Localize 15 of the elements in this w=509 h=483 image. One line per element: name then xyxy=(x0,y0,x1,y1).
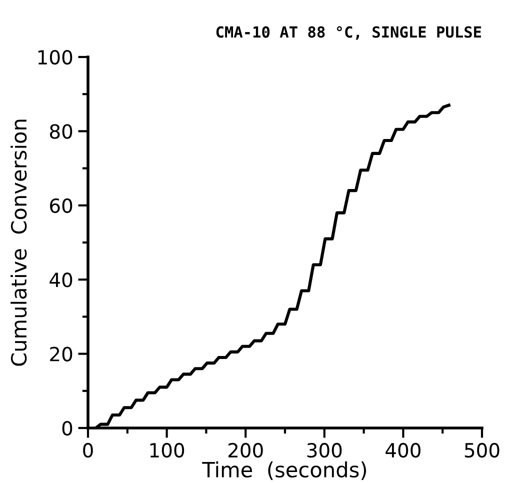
x-tick-label: 100 xyxy=(150,442,184,458)
y-axis-title: Cumulative Conversion xyxy=(10,120,27,366)
x-tick-label: 500 xyxy=(464,442,500,458)
y-tick-label: 0 xyxy=(62,420,72,436)
y-tick-label: 80 xyxy=(50,124,72,139)
y-tick-label: 40 xyxy=(50,272,72,288)
x-tick-label: 200 xyxy=(228,442,263,458)
x-tick-label: 400 xyxy=(386,442,420,458)
y-tick-label: 20 xyxy=(50,346,72,362)
y-tick-label: 100 xyxy=(38,50,72,65)
chart-title: CMA-10 AT 88 °C, SINGLE PULSE xyxy=(216,26,481,40)
x-axis-title: Time (seconds) xyxy=(202,461,366,480)
x-tick-label: 300 xyxy=(307,442,342,458)
y-tick-label: 60 xyxy=(50,198,72,214)
x-tick-label: 0 xyxy=(83,442,93,458)
